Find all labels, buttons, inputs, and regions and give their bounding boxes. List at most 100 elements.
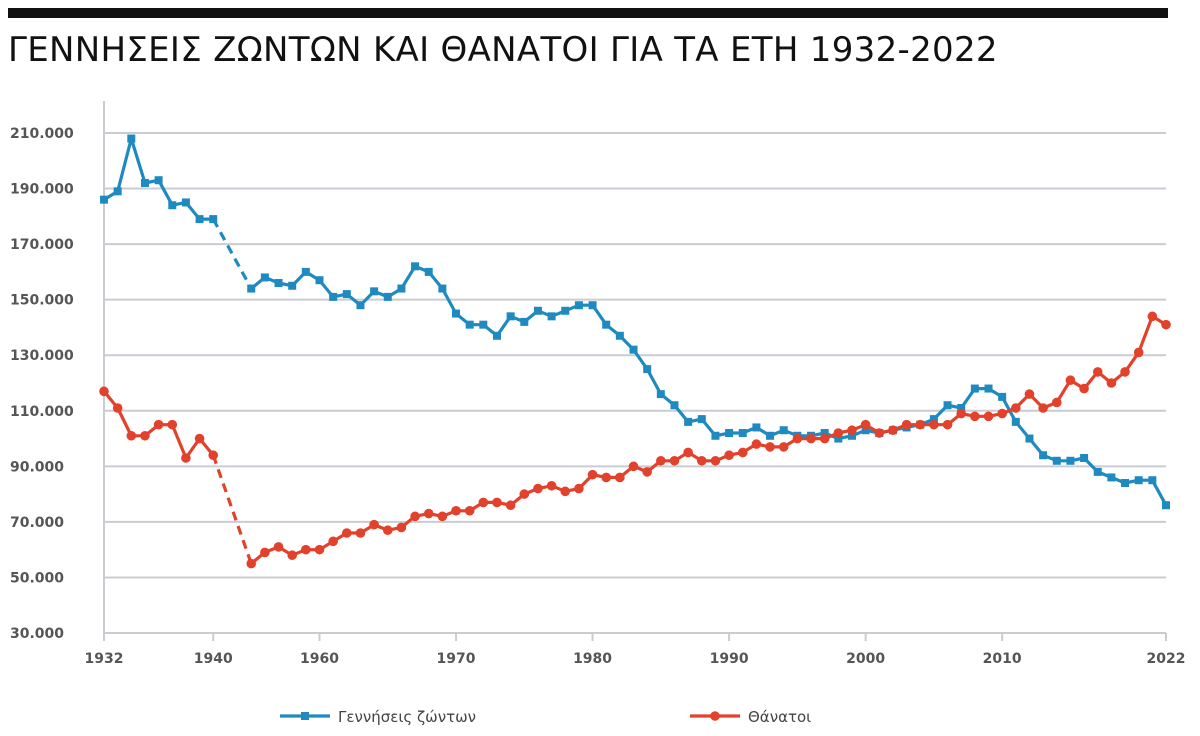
data-point-deaths [1024,389,1035,399]
data-point-births [168,201,177,210]
data-point-births [1162,501,1170,510]
data-point-deaths [451,505,461,516]
data-point-births [574,301,583,310]
data-point-births [1039,451,1048,460]
data-point-deaths [1038,403,1048,413]
data-point-births [100,195,108,204]
data-point-births [629,345,638,354]
data-point-deaths [765,442,775,452]
data-point-deaths [396,522,407,533]
data-point-births [274,279,283,287]
data-point-births [411,262,420,271]
data-point-births [1025,434,1034,443]
data-point-births [697,415,706,424]
y-tick-label: 90.000 [10,459,64,475]
data-point-deaths [806,433,816,444]
data-point-deaths [519,489,530,499]
data-point-deaths [737,447,748,458]
data-point-births [1121,479,1130,487]
data-point-deaths [167,419,178,430]
data-point-births [127,134,136,143]
data-point-births [847,431,856,440]
data-point-deaths [533,483,543,494]
data-point-deaths [888,425,898,436]
data-point-births [465,320,474,329]
data-point-deaths [246,558,257,569]
x-tick-label: 1940 [194,651,233,667]
x-tick-label: 1980 [573,651,612,667]
data-point-deaths [1120,367,1130,377]
data-point-births [970,384,979,393]
data-point-deaths [153,419,164,430]
data-point-births [140,179,149,187]
data-point-deaths [669,455,680,466]
data-point-births [315,276,324,285]
data-point-births [342,290,351,299]
y-tick-label: 50.000 [10,570,64,586]
data-point-deaths [140,430,150,441]
data-point-births [1093,467,1102,476]
data-point-deaths [437,511,448,522]
x-tick-label: 1960 [300,651,339,667]
data-point-deaths [1161,319,1171,330]
data-point-births [301,267,310,276]
data-point-deaths [369,519,379,530]
y-tick-label: 210.000 [10,126,74,142]
data-point-deaths [574,483,584,494]
data-point-births [452,309,461,318]
data-point-deaths [181,453,191,463]
data-point-births [766,431,775,440]
data-point-births [492,331,501,340]
data-point-deaths [792,433,803,444]
data-point-births [861,426,870,435]
chart-title: ΓΕΝΝΗΣΕΙΣ ΖΩΝΤΩΝ ΚΑΙ ΘΑΝΑΤΟΙ ΓΙΑ ΤΑ ΕΤΗ … [8,30,998,70]
data-point-births [615,331,624,340]
y-tick-label: 190.000 [10,182,74,198]
data-point-births [1066,456,1075,465]
data-point-deaths [1133,347,1144,358]
data-point-deaths [970,411,980,422]
data-point-deaths [382,525,393,536]
data-point-births [288,281,297,290]
data-point-births [195,215,204,224]
data-point-deaths [99,386,109,397]
data-point-births [438,284,447,293]
legend-label-births: Γεννήσεις ζώντων [338,708,476,726]
top-rule [8,8,1168,18]
data-point-deaths [929,419,939,430]
series-break-births [211,218,253,290]
data-point-births [1052,456,1061,465]
data-point-deaths [464,505,475,516]
data-point-births [424,267,433,276]
data-point-births [643,365,652,374]
data-point-deaths [628,461,639,472]
data-point-births [547,312,556,321]
data-point-births [1107,473,1116,482]
data-point-deaths [492,497,502,508]
data-point-births [1011,417,1020,426]
y-tick-label: 110.000 [10,404,74,420]
data-point-births [561,306,570,315]
data-point-births [209,215,218,224]
data-point-births [656,390,665,399]
data-point-deaths [194,433,205,444]
data-point-births [113,187,122,196]
y-tick-label: 30.000 [10,626,64,642]
data-point-deaths [410,511,420,522]
data-point-births [370,287,379,296]
data-point-deaths [328,536,338,547]
data-point-deaths [112,403,123,413]
data-point-deaths [560,486,571,497]
data-point-births [711,431,720,440]
data-point-births [998,392,1007,401]
data-point-deaths [642,467,652,477]
legend-marker-births [301,712,309,720]
x-tick-label: 2010 [983,651,1022,667]
x-tick-label: 2000 [846,651,885,667]
data-point-births [588,301,597,310]
data-point-births [752,423,761,432]
y-tick-label: 70.000 [10,515,64,531]
data-point-deaths [683,447,693,458]
data-point-deaths [710,455,721,466]
